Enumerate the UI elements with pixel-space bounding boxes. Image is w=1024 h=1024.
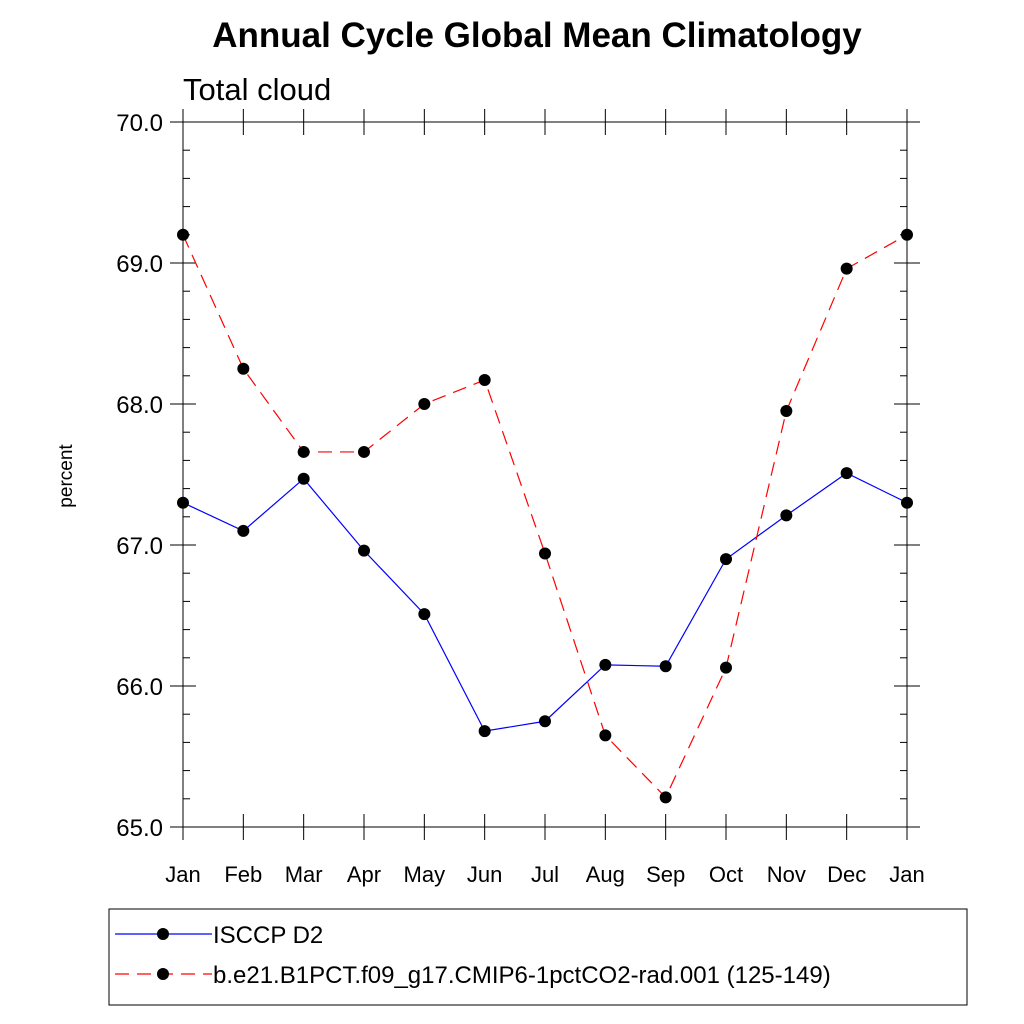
series-1-point bbox=[720, 553, 732, 566]
x-tick-label: Jan bbox=[165, 862, 200, 887]
series-1-point bbox=[478, 725, 491, 738]
legend-label-1: ISCCP D2 bbox=[213, 922, 323, 949]
series-2-point bbox=[659, 791, 672, 804]
y-axis-label: percent bbox=[56, 444, 77, 508]
series-line-2 bbox=[182, 234, 908, 799]
legend-label-2: b.e21.B1PCT.f09_g17.CMIP6-1pctCO2-rad.00… bbox=[213, 962, 831, 989]
series-1-point bbox=[237, 524, 250, 537]
x-tick-label: Oct bbox=[709, 862, 743, 887]
series-2-point bbox=[539, 547, 551, 560]
legend-box bbox=[108, 908, 968, 1006]
x-tick-label: Dec bbox=[827, 862, 866, 887]
series-2-point bbox=[418, 398, 431, 410]
series-1-point bbox=[418, 608, 431, 621]
series-2-point bbox=[478, 374, 491, 387]
x-tick-label: Jun bbox=[467, 862, 502, 887]
legend-marker-1 bbox=[157, 928, 169, 940]
series-line-1 bbox=[182, 472, 908, 732]
series-2-point bbox=[177, 228, 189, 241]
x-tick-label: Aug bbox=[586, 862, 625, 887]
legend-marker-2 bbox=[157, 968, 169, 980]
chart-subtitle: Total cloud bbox=[183, 72, 331, 107]
x-tick-label: Sep bbox=[646, 862, 685, 887]
chart-title: Annual Cycle Global Mean Climatology bbox=[212, 16, 862, 55]
axes: 65.0 66.0 67.0 68.0 69.0 70.0 Jan Feb Mar Apr May J… bbox=[116, 109, 925, 887]
series-1-point bbox=[599, 658, 612, 671]
series-1-point bbox=[539, 715, 551, 728]
y-tick-label: 70.0 bbox=[116, 110, 163, 137]
y-tick-label: 65.0 bbox=[116, 815, 163, 842]
series-1-point bbox=[840, 467, 853, 480]
legend: ISCCP D2 b.e21.B1PCT.f09_g17.CMIP6-1pctCO… bbox=[108, 908, 968, 1006]
x-tick-label: Jan bbox=[889, 862, 924, 887]
series-2-point bbox=[599, 729, 612, 742]
y-tick-label: 69.0 bbox=[116, 251, 163, 278]
series-2-point bbox=[237, 362, 250, 375]
series-1-point bbox=[659, 660, 672, 673]
series-2-point bbox=[720, 661, 732, 674]
x-tick-label: Jul bbox=[531, 862, 559, 887]
series-1-point bbox=[358, 544, 370, 557]
series-1-point bbox=[901, 496, 913, 509]
series-1-point bbox=[780, 509, 793, 522]
series-2-point bbox=[297, 445, 310, 458]
series-layer bbox=[177, 228, 913, 804]
x-tick-label: May bbox=[404, 862, 446, 887]
series-2-point bbox=[780, 405, 793, 418]
y-tick-label: 67.0 bbox=[116, 533, 163, 560]
series-1-point bbox=[177, 496, 189, 509]
series-2-point bbox=[358, 445, 370, 458]
y-tick-label: 68.0 bbox=[116, 392, 163, 419]
series-2-point bbox=[901, 228, 913, 241]
x-tick-label: Feb bbox=[224, 862, 262, 887]
series-1-point bbox=[297, 472, 310, 485]
x-tick-label: Nov bbox=[767, 862, 806, 887]
y-tick-label: 66.0 bbox=[116, 674, 163, 701]
series-2-point bbox=[840, 262, 853, 275]
x-tick-label: Mar bbox=[285, 862, 323, 887]
x-tick-label: Apr bbox=[347, 862, 381, 887]
